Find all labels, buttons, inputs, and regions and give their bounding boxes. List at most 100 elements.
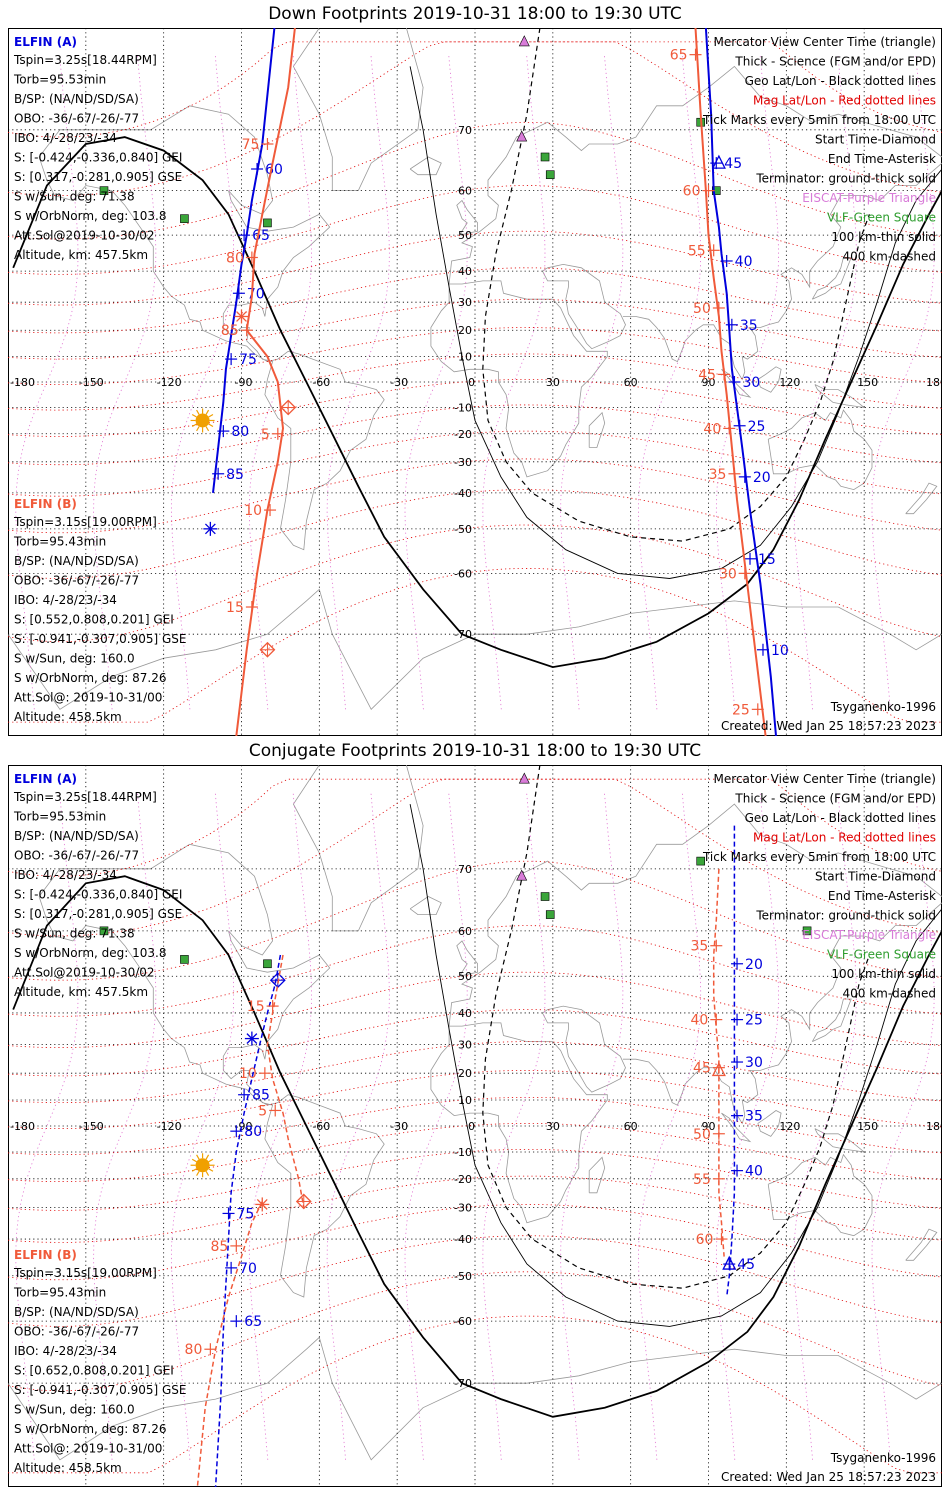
legend-entry: Thick - Science (FGM and/or EPD) xyxy=(734,55,936,69)
mag-parallel xyxy=(8,778,942,937)
track-elfin-a: 20 25 30 35 40 45 65 70 75 80 85 xyxy=(214,825,763,1487)
mag-parallel xyxy=(8,353,942,411)
tick-label: 60 xyxy=(265,162,283,178)
coastline xyxy=(430,280,608,478)
lon-tick-label: 30 xyxy=(546,376,560,389)
elfin-a-param: Torb=95.53min xyxy=(13,73,106,87)
coastline xyxy=(622,902,942,1125)
mag-parallel xyxy=(8,1148,942,1211)
tick-label: 10 xyxy=(771,643,789,659)
lon-tick-label: -30 xyxy=(390,376,408,389)
lat-tick-label: -70 xyxy=(454,628,472,641)
eiscat-triangle xyxy=(518,35,530,47)
elfin-b-param: IBO: 4/-28/23/-34 xyxy=(14,593,117,607)
elfin-a-param: Altitude, km: 457.5km xyxy=(14,248,148,262)
lat-tick-label: 30 xyxy=(458,296,472,309)
axis-labels: -180 -150 -120 -90 -60 -30 0 30 60 90 120 150 180 -70… xyxy=(10,124,942,641)
elfin-b-param: B/SP: (NA/ND/SD/SA) xyxy=(14,554,139,568)
elfin-b-param: S: [-0.941,-0.307,0.905] GSE xyxy=(14,1383,187,1397)
tick-label: 25 xyxy=(745,1013,763,1029)
eiscat-triangle xyxy=(518,772,530,784)
sun-icon xyxy=(190,408,215,433)
panel-title-down: Down Footprints 2019-10-31 18:00 to 19:3… xyxy=(268,4,682,24)
tick-label: 5 xyxy=(261,427,270,443)
tick-label: 30 xyxy=(719,566,737,582)
tick-label: 85 xyxy=(221,323,239,339)
coastline xyxy=(292,765,424,932)
tick-label: 50 xyxy=(693,301,711,317)
elfin-a-param: B/SP: (NA/ND/SD/SA) xyxy=(14,829,139,843)
mag-meridian xyxy=(482,792,546,1460)
legend-entry: EISCAT-Purple Triangle xyxy=(802,928,936,942)
tick-label: 50 xyxy=(693,1127,711,1143)
vlf-square xyxy=(180,214,189,223)
mag-meridian xyxy=(560,792,624,1460)
terminator-ground-line xyxy=(12,875,942,1418)
tick-label: 40 xyxy=(735,254,753,270)
tick-label: 80 xyxy=(226,250,244,266)
legend-entry: Geo Lat/Lon - Black dotted lines xyxy=(745,811,936,825)
elfin-a-param: Altitude, km: 457.5km xyxy=(14,985,148,999)
tick-label: 30 xyxy=(745,1055,763,1071)
elfin-b-param: S w/OrbNorm, deg: 87.26 xyxy=(14,671,166,685)
mag-meridian xyxy=(715,792,779,1460)
tick-label: 75 xyxy=(239,352,257,368)
legend-entry: 400 km-dashed xyxy=(842,987,936,1001)
sun-ray xyxy=(191,1168,197,1172)
legend-entry: Start Time-Diamond xyxy=(815,870,936,884)
elfin-b-param: B/SP: (NA/ND/SD/SA) xyxy=(14,1305,139,1319)
view-center-triangle xyxy=(722,1255,737,1270)
sun-icon xyxy=(190,1153,215,1178)
mag-parallel xyxy=(8,1041,942,1104)
tick-label: 20 xyxy=(745,957,763,973)
view-center-triangle xyxy=(711,1061,726,1077)
elfin-b-param: Att.Sol@: 2019-10-31/00 xyxy=(14,1442,162,1456)
lon-tick-label: -120 xyxy=(157,376,182,389)
sun-ray xyxy=(208,413,214,418)
lat-tick-label: -40 xyxy=(454,1233,472,1246)
mag-meridian xyxy=(793,792,857,1460)
elfin-b-param: Altitude: 458.5km xyxy=(14,1461,122,1475)
mag-parallel xyxy=(8,1175,942,1243)
axis-labels: -180 -150 -120 -90 -60 -30 0 30 60 90 120 150 180 -70… xyxy=(10,863,942,1390)
mag-meridian xyxy=(638,792,702,1460)
vlf-square xyxy=(99,926,109,936)
sun-ray xyxy=(208,1168,214,1172)
lon-tick-label: 0 xyxy=(468,1120,475,1133)
legend-entry: Thick - Science (FGM and/or EPD) xyxy=(734,792,936,806)
elfin-a-param: IBO: 4/-28/23/-34 xyxy=(14,868,117,882)
elfin-a-param: S w/Sun, deg: 71.38 xyxy=(14,927,135,941)
legend-entry: Mag Lat/Lon - Red dotted lines xyxy=(753,831,936,845)
lat-tick-label: -20 xyxy=(454,428,472,441)
legend-entry: Terminator: ground-thick solid xyxy=(755,172,936,186)
elfin-a-param: Tspin=3.25s[18.44RPM] xyxy=(13,53,157,67)
view-center-triangle xyxy=(711,154,726,169)
end-asterisk xyxy=(246,1033,258,1044)
elfin-b-param: Tspin=3.15s[19.00RPM] xyxy=(13,1266,157,1280)
mag-meridian xyxy=(404,792,468,1460)
elfin-b-param: S: [-0.941,-0.307,0.905] GSE xyxy=(14,632,187,646)
mag-parallel xyxy=(8,1315,942,1474)
eiscat-triangle xyxy=(516,130,528,142)
mag-meridian xyxy=(793,54,857,710)
elfin-b-param: Torb=95.43min xyxy=(13,535,106,549)
lon-tick-label: -180 xyxy=(10,376,35,389)
legend: Mercator View Center Time (triangle) Thic… xyxy=(702,35,936,264)
vlf-square xyxy=(263,218,272,228)
lat-tick-label: -50 xyxy=(454,523,472,536)
legend-entry: Geo Lat/Lon - Black dotted lines xyxy=(745,74,936,88)
sun-ray xyxy=(205,409,210,415)
coastline xyxy=(757,366,782,393)
lat-tick-label: -70 xyxy=(454,1377,472,1390)
coastline xyxy=(622,162,942,381)
legend-entry: Tick Marks every 5min from 18:00 UTC xyxy=(702,113,936,127)
lon-tick-label: -120 xyxy=(157,1120,182,1133)
tick-label: 75 xyxy=(242,137,260,153)
legend-entry: VLF-Green Square xyxy=(827,948,936,962)
lon-tick-label: -180 xyxy=(10,1120,35,1133)
legend-entry: 400 km-dashed xyxy=(842,250,936,264)
coastline xyxy=(767,409,873,491)
mag-grid xyxy=(8,41,942,723)
lat-tick-label: 10 xyxy=(458,1094,472,1107)
tick-label: 55 xyxy=(688,243,706,259)
